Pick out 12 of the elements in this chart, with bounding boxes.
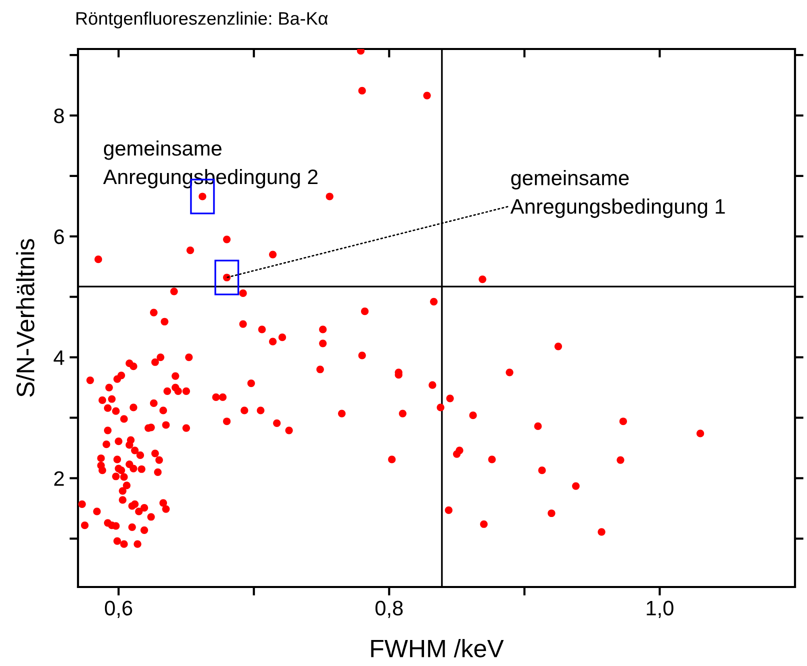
y-tick-label: 6	[54, 229, 64, 244]
x-axis-title: FWHM /keV	[371, 639, 504, 658]
annotation: gemeinsame Anregungsbedingung 1	[510, 170, 725, 218]
y-tick-label: 8	[54, 108, 64, 124]
y-tick-label: 4	[54, 350, 64, 365]
x-tick-label: 1,0	[646, 600, 674, 618]
y-tick-label: 2	[54, 471, 64, 486]
chart-title: Röntgenfluoreszenzlinie: Ba-Kα	[76, 12, 328, 28]
y-axis-title: S/N-Verhältnis	[16, 239, 34, 397]
annotation: gemeinsame Anregungsbedingung 2	[103, 140, 318, 188]
x-tick-label: 0,8	[375, 600, 403, 618]
x-tick-label: 0,6	[104, 600, 132, 618]
